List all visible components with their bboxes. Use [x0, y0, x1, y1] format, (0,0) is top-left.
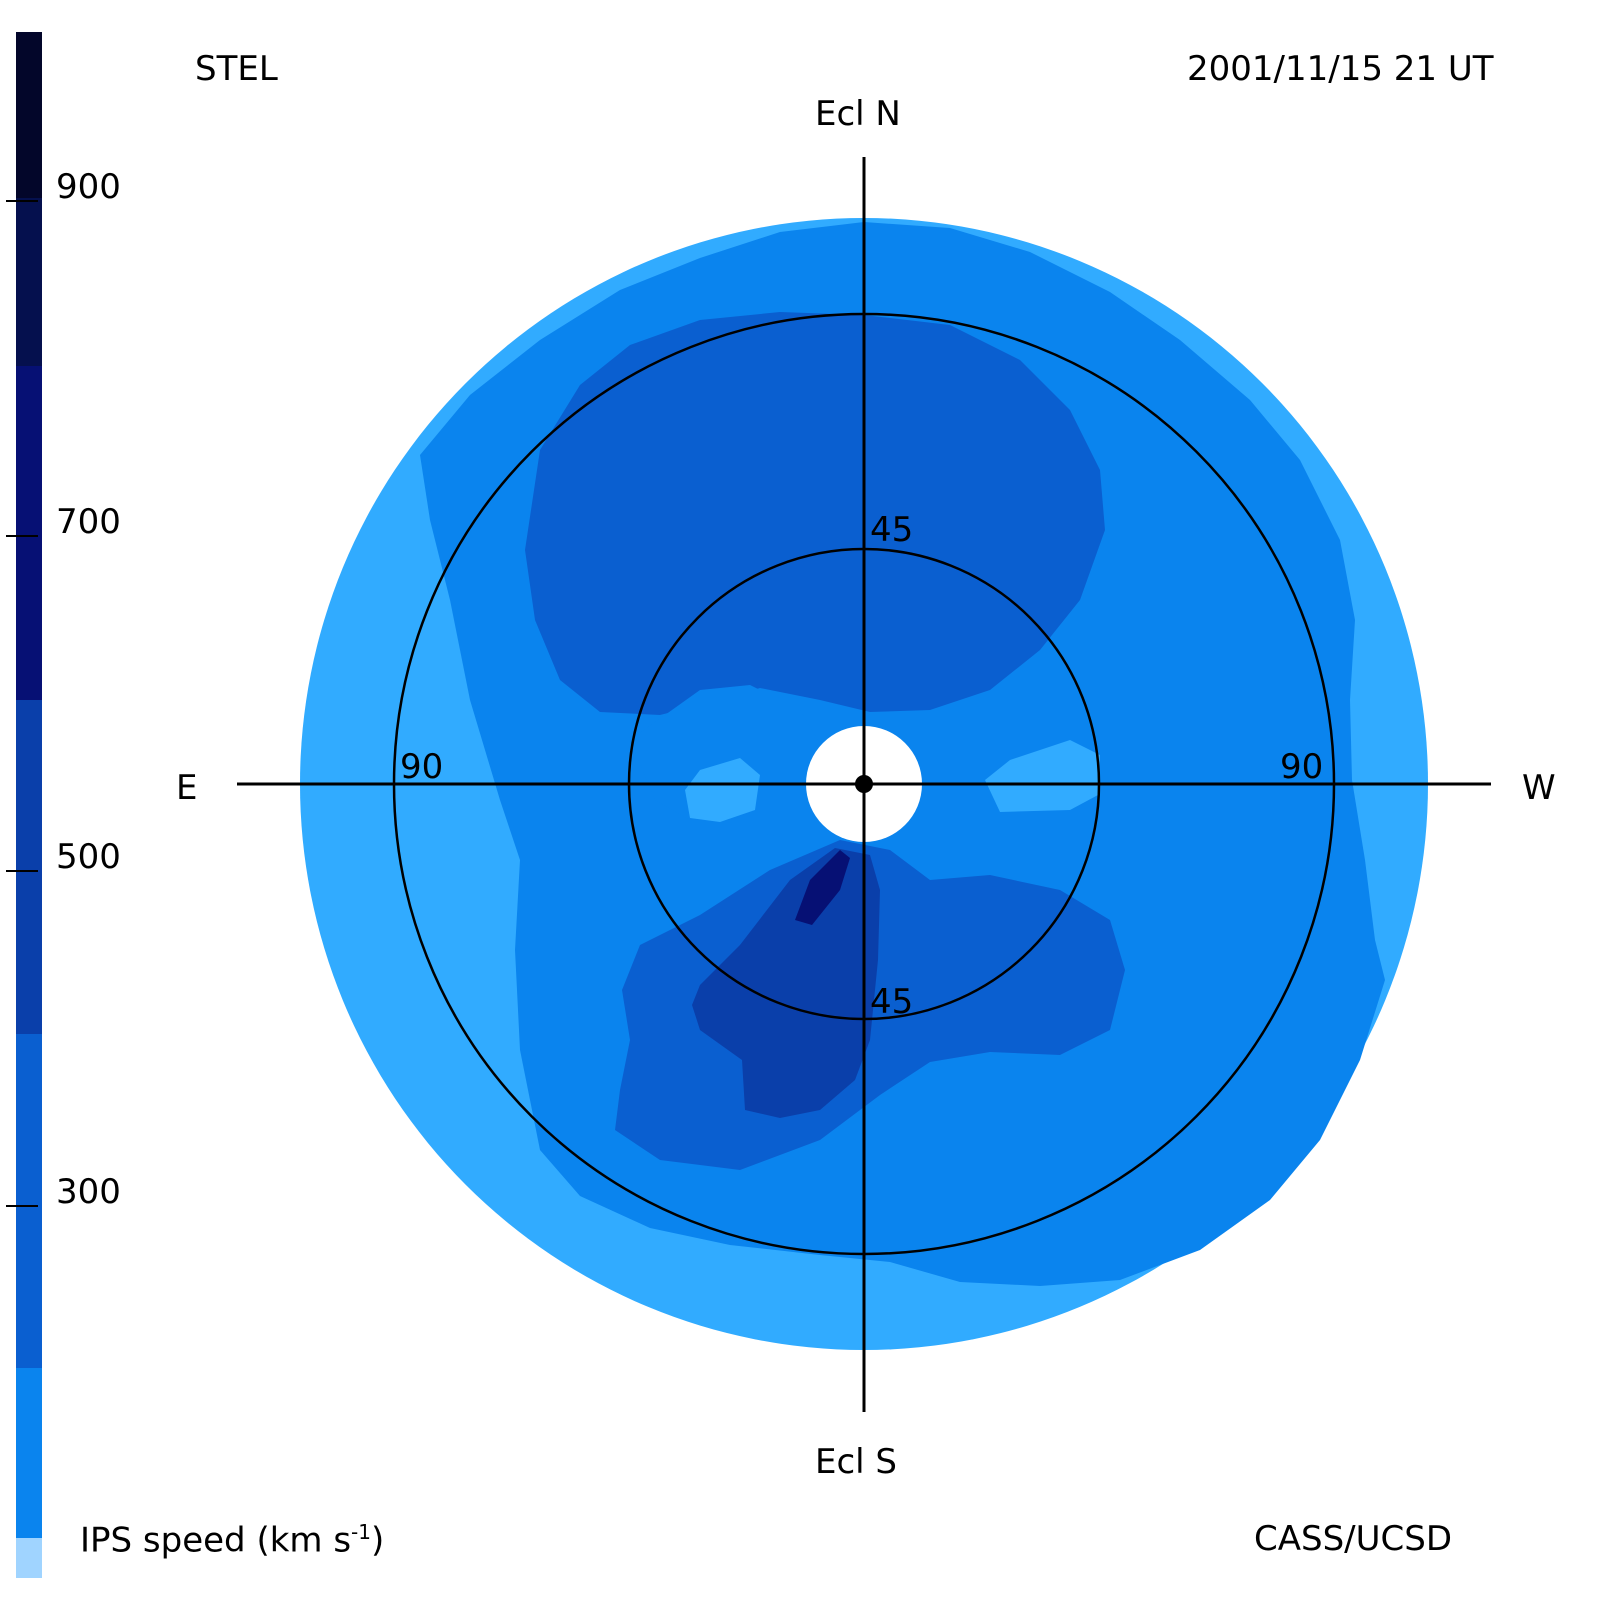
ring-label-45-south: 45: [870, 982, 914, 1022]
colorbar-level-2: [16, 198, 42, 366]
speed-colorbar: [16, 32, 42, 1578]
observatory-label: STEL: [195, 49, 278, 89]
east-label: E: [176, 768, 198, 808]
colorbar-level-3: [16, 366, 42, 700]
ecliptic-south-label: Ecl S: [815, 1442, 898, 1482]
colorbar-level-8: [16, 1538, 42, 1578]
contour-level-300-west-patch: [985, 740, 1100, 812]
colorbar-title: IPS speed (km s-1): [80, 1522, 384, 1557]
ring-label-90-west: 90: [1280, 747, 1324, 787]
west-label: W: [1522, 768, 1556, 808]
ecliptic-north-label: Ecl N: [815, 94, 901, 134]
colorbar-level-6: [16, 1368, 42, 1538]
contour-level-600-south: [692, 848, 880, 1118]
colorbar-tick: [6, 870, 38, 872]
contour-level-500-north: [525, 312, 1105, 715]
colorbar-tick: [6, 200, 38, 202]
colorbar-tick-label: 900: [56, 167, 121, 207]
colorbar-title-close: ): [371, 1520, 385, 1561]
colorbar-tick-label: 300: [56, 1172, 121, 1212]
sun-center-dot: [855, 775, 873, 793]
contour-level-700-spot: [795, 850, 850, 925]
colorbar-title-exponent: -1: [351, 1520, 371, 1544]
credit-label: CASS/UCSD: [1254, 1519, 1453, 1559]
colorbar-level-4: [16, 700, 42, 1034]
ring-label-45-north: 45: [870, 510, 914, 550]
colorbar-tick: [6, 1205, 38, 1207]
colorbar-tick: [6, 535, 38, 537]
colorbar-tick-label: 700: [56, 502, 121, 542]
datetime-label: 2001/11/15 21 UT: [1187, 49, 1494, 89]
colorbar-level-1: [16, 32, 42, 198]
colorbar-tick-label: 500: [56, 837, 121, 877]
contour-level-300-east-patch: [685, 758, 760, 822]
colorbar-level-5: [16, 1034, 42, 1368]
colorbar-title-text: IPS speed (km s: [80, 1520, 352, 1561]
ring-label-90-east: 90: [400, 747, 444, 787]
